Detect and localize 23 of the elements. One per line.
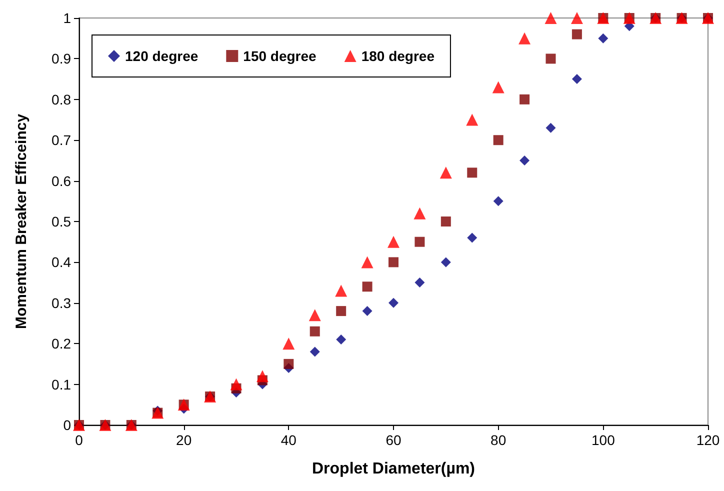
x-tick-label: 120 — [696, 432, 720, 448]
y-tick-label: 0.8 — [52, 91, 72, 108]
y-tick-label: 0.1 — [52, 376, 72, 392]
x-tick-label: 0 — [75, 432, 84, 448]
x-tick-label: 40 — [280, 432, 297, 448]
x-tick-label: 80 — [490, 432, 506, 448]
y-axis-title: Momentum Breaker Efficeincy — [13, 113, 30, 330]
y-tick-label: 0.7 — [52, 132, 72, 148]
x-tick-label: 100 — [591, 432, 616, 448]
legend-label: 120 degree — [125, 48, 198, 64]
legend-label: 150 degree — [243, 48, 317, 64]
y-tick-label: 0.2 — [52, 336, 72, 352]
y-tick-label: 0.5 — [52, 214, 72, 230]
x-tick-label: 20 — [176, 432, 192, 448]
x-tick-label: 60 — [386, 432, 402, 448]
y-tick-label: 0.4 — [52, 254, 72, 270]
x-axis-title: Droplet Diameter(µm) — [312, 460, 476, 478]
y-tick-label: 0 — [63, 417, 72, 433]
y-tick-label: 1 — [63, 10, 72, 26]
y-tick-label: 0.3 — [52, 294, 72, 311]
legend-label: 180 degree — [361, 48, 435, 64]
y-tick-label: 0.6 — [52, 172, 72, 189]
y-tick-label: 0.9 — [52, 50, 72, 67]
